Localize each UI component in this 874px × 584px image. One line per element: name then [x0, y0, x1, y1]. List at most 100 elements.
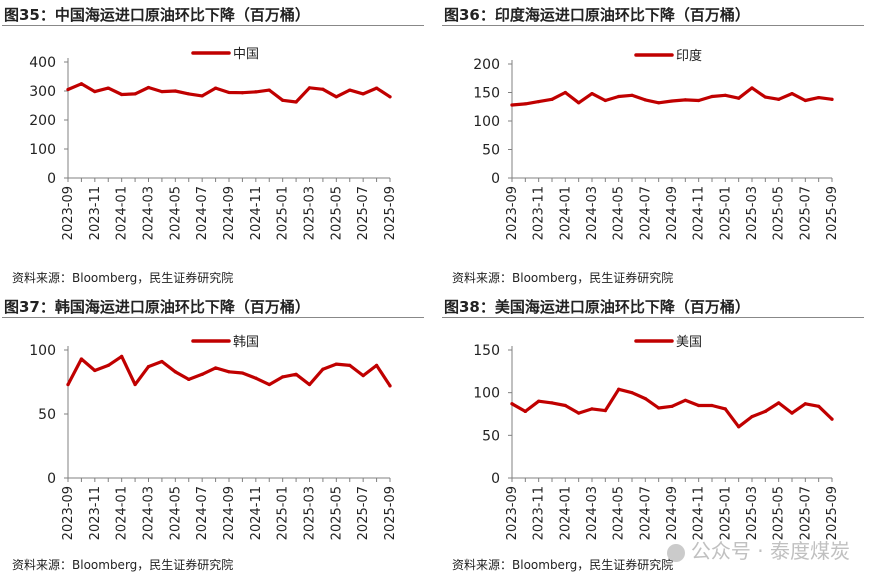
- data-point: [173, 89, 177, 93]
- x-tick-label: 2025-09: [383, 486, 398, 540]
- y-tick-label: 50: [38, 407, 56, 423]
- data-point: [348, 363, 352, 367]
- y-tick-label: 100: [473, 386, 500, 402]
- data-point: [603, 408, 607, 413]
- data-point: [146, 85, 151, 90]
- y-tick-label: 100: [29, 142, 56, 158]
- x-tick-label: 2025-05: [329, 186, 344, 240]
- data-point: [697, 98, 701, 103]
- watermark-text: 公众号 · 泰度煤炭: [690, 539, 850, 563]
- legend-label: 美国: [676, 335, 702, 350]
- data-point: [267, 382, 271, 387]
- data-point: [763, 95, 767, 99]
- data-point: [307, 86, 312, 90]
- x-tick-label: 2024-01: [558, 486, 573, 540]
- data-point: [79, 82, 84, 86]
- data-point: [106, 363, 110, 367]
- x-tick-label: 2024-11: [249, 486, 264, 540]
- y-tick-label: 50: [482, 143, 500, 159]
- line-chart-china: 0 100 200 300 400 2023-09 2023-11 2024-01 2024-0…: [29, 47, 398, 240]
- title-divider: [2, 317, 424, 318]
- data-point: [657, 101, 661, 105]
- data-point: [321, 87, 325, 91]
- x-tick-label: 2024-03: [142, 486, 157, 540]
- data-point: [710, 94, 714, 99]
- data-point: [563, 403, 567, 408]
- x-tick-label: 2025-09: [383, 186, 398, 240]
- data-point: [683, 398, 687, 402]
- watermark: 公众号 · 泰度煤炭: [666, 535, 850, 564]
- data-point: [106, 86, 110, 90]
- x-tick-label: 2025-01: [718, 486, 733, 540]
- y-tick-label: 200: [29, 113, 56, 129]
- data-point: [334, 95, 338, 99]
- data-point: [160, 89, 164, 94]
- x-tick-label: 2023-11: [532, 186, 547, 240]
- data-point: [590, 92, 594, 96]
- x-tick-label: 2024-05: [168, 186, 183, 240]
- x-tick-label: 2025-05: [329, 486, 344, 540]
- data-point: [617, 387, 621, 391]
- data-point: [254, 90, 258, 94]
- x-tick-label: 2024-03: [142, 186, 157, 240]
- data-point: [133, 92, 137, 96]
- y-tick-label: 0: [491, 471, 500, 487]
- y-tick-label: 0: [47, 471, 56, 487]
- chart-title: 图37：韩国海运进口原油环比下降（百万桶）: [4, 298, 310, 316]
- y-tick-label: 200: [473, 57, 500, 73]
- data-point: [723, 93, 727, 97]
- y-tick-label: 400: [29, 55, 56, 71]
- data-point: [93, 368, 97, 373]
- data-point: [66, 87, 70, 92]
- chart-panel-korea: 图37：韩国海运进口原油环比下降（百万桶） 0 50 100 2023-09 2023-…: [0, 292, 430, 582]
- x-tick-label: 2024-05: [612, 186, 627, 240]
- x-tick-label: 2025-01: [276, 186, 291, 240]
- x-tick-label: 2024-09: [222, 186, 237, 240]
- data-point: [683, 98, 687, 102]
- line-chart-india: 0 50 100 150 200 2023-09 2023-11 2024-01 2024-03…: [473, 48, 840, 240]
- x-tick-label: 2024-09: [222, 486, 237, 540]
- data-point: [737, 425, 741, 429]
- data-point: [590, 407, 594, 411]
- y-tick-label: 0: [47, 171, 56, 187]
- y-tick-label: 300: [29, 84, 56, 100]
- data-point: [763, 409, 767, 414]
- data-point: [294, 100, 298, 104]
- data-point: [66, 382, 70, 387]
- data-point: [294, 372, 298, 376]
- data-point: [777, 97, 781, 101]
- y-tick-label: 150: [473, 343, 500, 359]
- x-tick-label: 2025-05: [772, 486, 787, 540]
- x-tick-label: 2024-07: [195, 486, 210, 540]
- data-point: [643, 98, 647, 102]
- data-point: [657, 406, 661, 410]
- x-tick-label: 2024-07: [638, 486, 653, 540]
- legend-label: 印度: [676, 48, 702, 64]
- x-tick-label: 2025-09: [825, 186, 840, 240]
- source-note: 资料来源：Bloomberg，民生证券研究院: [452, 271, 674, 285]
- x-tick-label: 2025-07: [356, 486, 371, 540]
- data-point: [213, 86, 218, 90]
- data-point: [240, 371, 245, 375]
- data-point: [617, 94, 621, 99]
- x-tick-label: 2024-07: [195, 186, 210, 240]
- data-point: [803, 98, 807, 103]
- data-point: [120, 92, 124, 97]
- x-tick-label: 2023-09: [61, 486, 76, 540]
- x-tick-label: 2023-11: [88, 186, 103, 240]
- x-tick-label: 2025-03: [745, 186, 760, 240]
- data-point: [550, 401, 554, 405]
- data-point: [523, 409, 527, 414]
- y-tick-label: 50: [482, 428, 500, 444]
- x-tick-label: 2024-01: [558, 186, 573, 240]
- data-point: [790, 411, 794, 415]
- x-tick-label: 2024-05: [168, 486, 183, 540]
- data-point: [563, 90, 567, 95]
- data-point: [523, 102, 527, 106]
- data-point: [133, 382, 137, 387]
- data-point: [187, 92, 191, 96]
- data-point: [173, 370, 177, 374]
- data-point: [777, 401, 781, 405]
- data-point: [723, 407, 727, 411]
- data-point: [361, 92, 365, 96]
